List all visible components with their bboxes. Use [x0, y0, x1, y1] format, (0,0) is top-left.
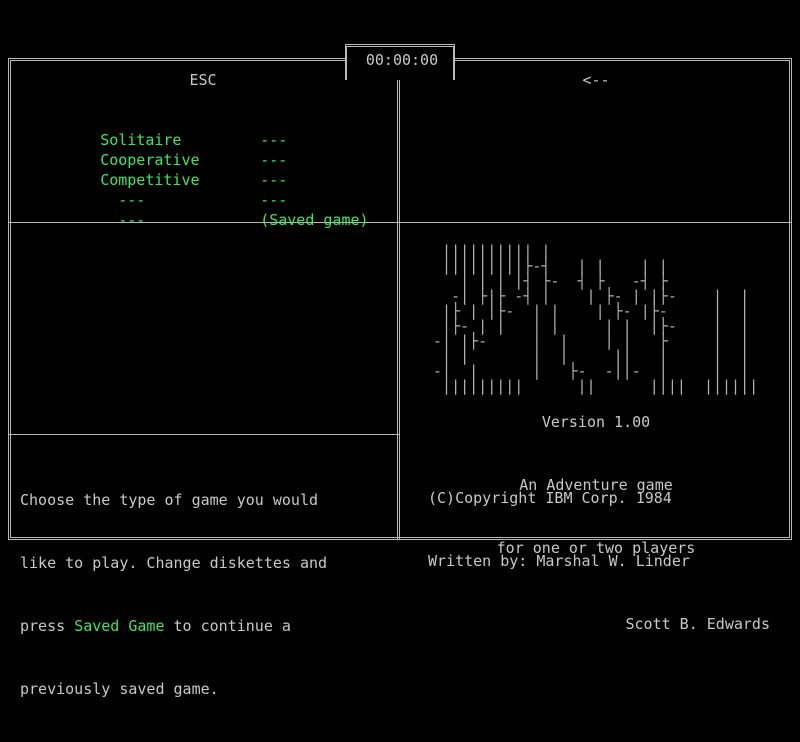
- vertical-divider: [397, 58, 400, 540]
- help-line-3-pre: press: [20, 617, 75, 635]
- author-line-2: Scott B. Edwards: [625, 615, 771, 633]
- menu-item-cooperative[interactable]: Cooperative ---: [46, 130, 369, 169]
- menu-item-dashes: ---: [260, 191, 288, 209]
- menu-item-competitive[interactable]: Competitive ---: [46, 150, 369, 189]
- menu-item-label: ---: [118, 191, 146, 209]
- timer-value: 00:00:00: [365, 51, 439, 69]
- help-line-1: Choose the type of game you would: [20, 491, 319, 509]
- menu-item-blank[interactable]: --- ---: [46, 170, 369, 209]
- help-line-3: press Saved Game to continue a: [20, 616, 390, 637]
- help-line-2: like to play. Change diskettes and: [20, 554, 328, 572]
- menu-item-dashes: (Saved game): [260, 211, 369, 229]
- saved-game-keyword[interactable]: Saved Game: [74, 617, 165, 635]
- divider-left-top: [8, 222, 400, 223]
- esc-label: ESC: [189, 71, 217, 89]
- menu-item-label: Solitaire: [100, 131, 182, 149]
- copyright-line: (C)Copyright IBM Corp. 1984: [428, 489, 672, 507]
- game-screen: 00:00:00 ESC <-- Solitaire --- Cooperativ…: [8, 44, 792, 698]
- version-line: Version 1.00: [541, 413, 651, 431]
- credits-block: (C)Copyright IBM Corp. 1984 Written by: …: [428, 446, 788, 677]
- version-block: Version 1.00 An Adventure game for one o…: [400, 370, 792, 601]
- menu-item-label: Competitive: [100, 171, 200, 189]
- menu-item-label: Cooperative: [100, 151, 200, 169]
- back-arrow-icon[interactable]: <--: [582, 71, 610, 89]
- timer-box: 00:00:00: [345, 44, 455, 80]
- menu-item-dashes: ---: [260, 151, 288, 169]
- menu-item-saved-game[interactable]: --- (Saved game): [46, 190, 368, 229]
- author-line-1: Written by: Marshal W. Linder: [428, 552, 690, 570]
- divider-left-help: [8, 434, 400, 435]
- tagline-line-2: for one or two players: [496, 539, 696, 557]
- menu-item-dashes: ---: [260, 131, 288, 149]
- tagline-line-1: An Adventure game: [519, 476, 673, 494]
- divider-right-top: [399, 222, 792, 223]
- help-line-3-post: to continue a: [164, 617, 291, 635]
- help-line-4: previously saved game.: [20, 680, 219, 698]
- menu-item-solitaire[interactable]: Solitaire ---: [46, 110, 369, 149]
- menu-item-dashes: ---: [260, 171, 288, 189]
- menu-item-label: ---: [118, 211, 146, 229]
- game-mode-menu: Solitaire --- Cooperative --- Competitive -…: [46, 110, 369, 229]
- title-logo-ascii-art: |||||||||| | |||||||||├-┤ | | | | | | | …: [433, 242, 759, 395]
- help-text: Choose the type of game you would like t…: [20, 448, 390, 742]
